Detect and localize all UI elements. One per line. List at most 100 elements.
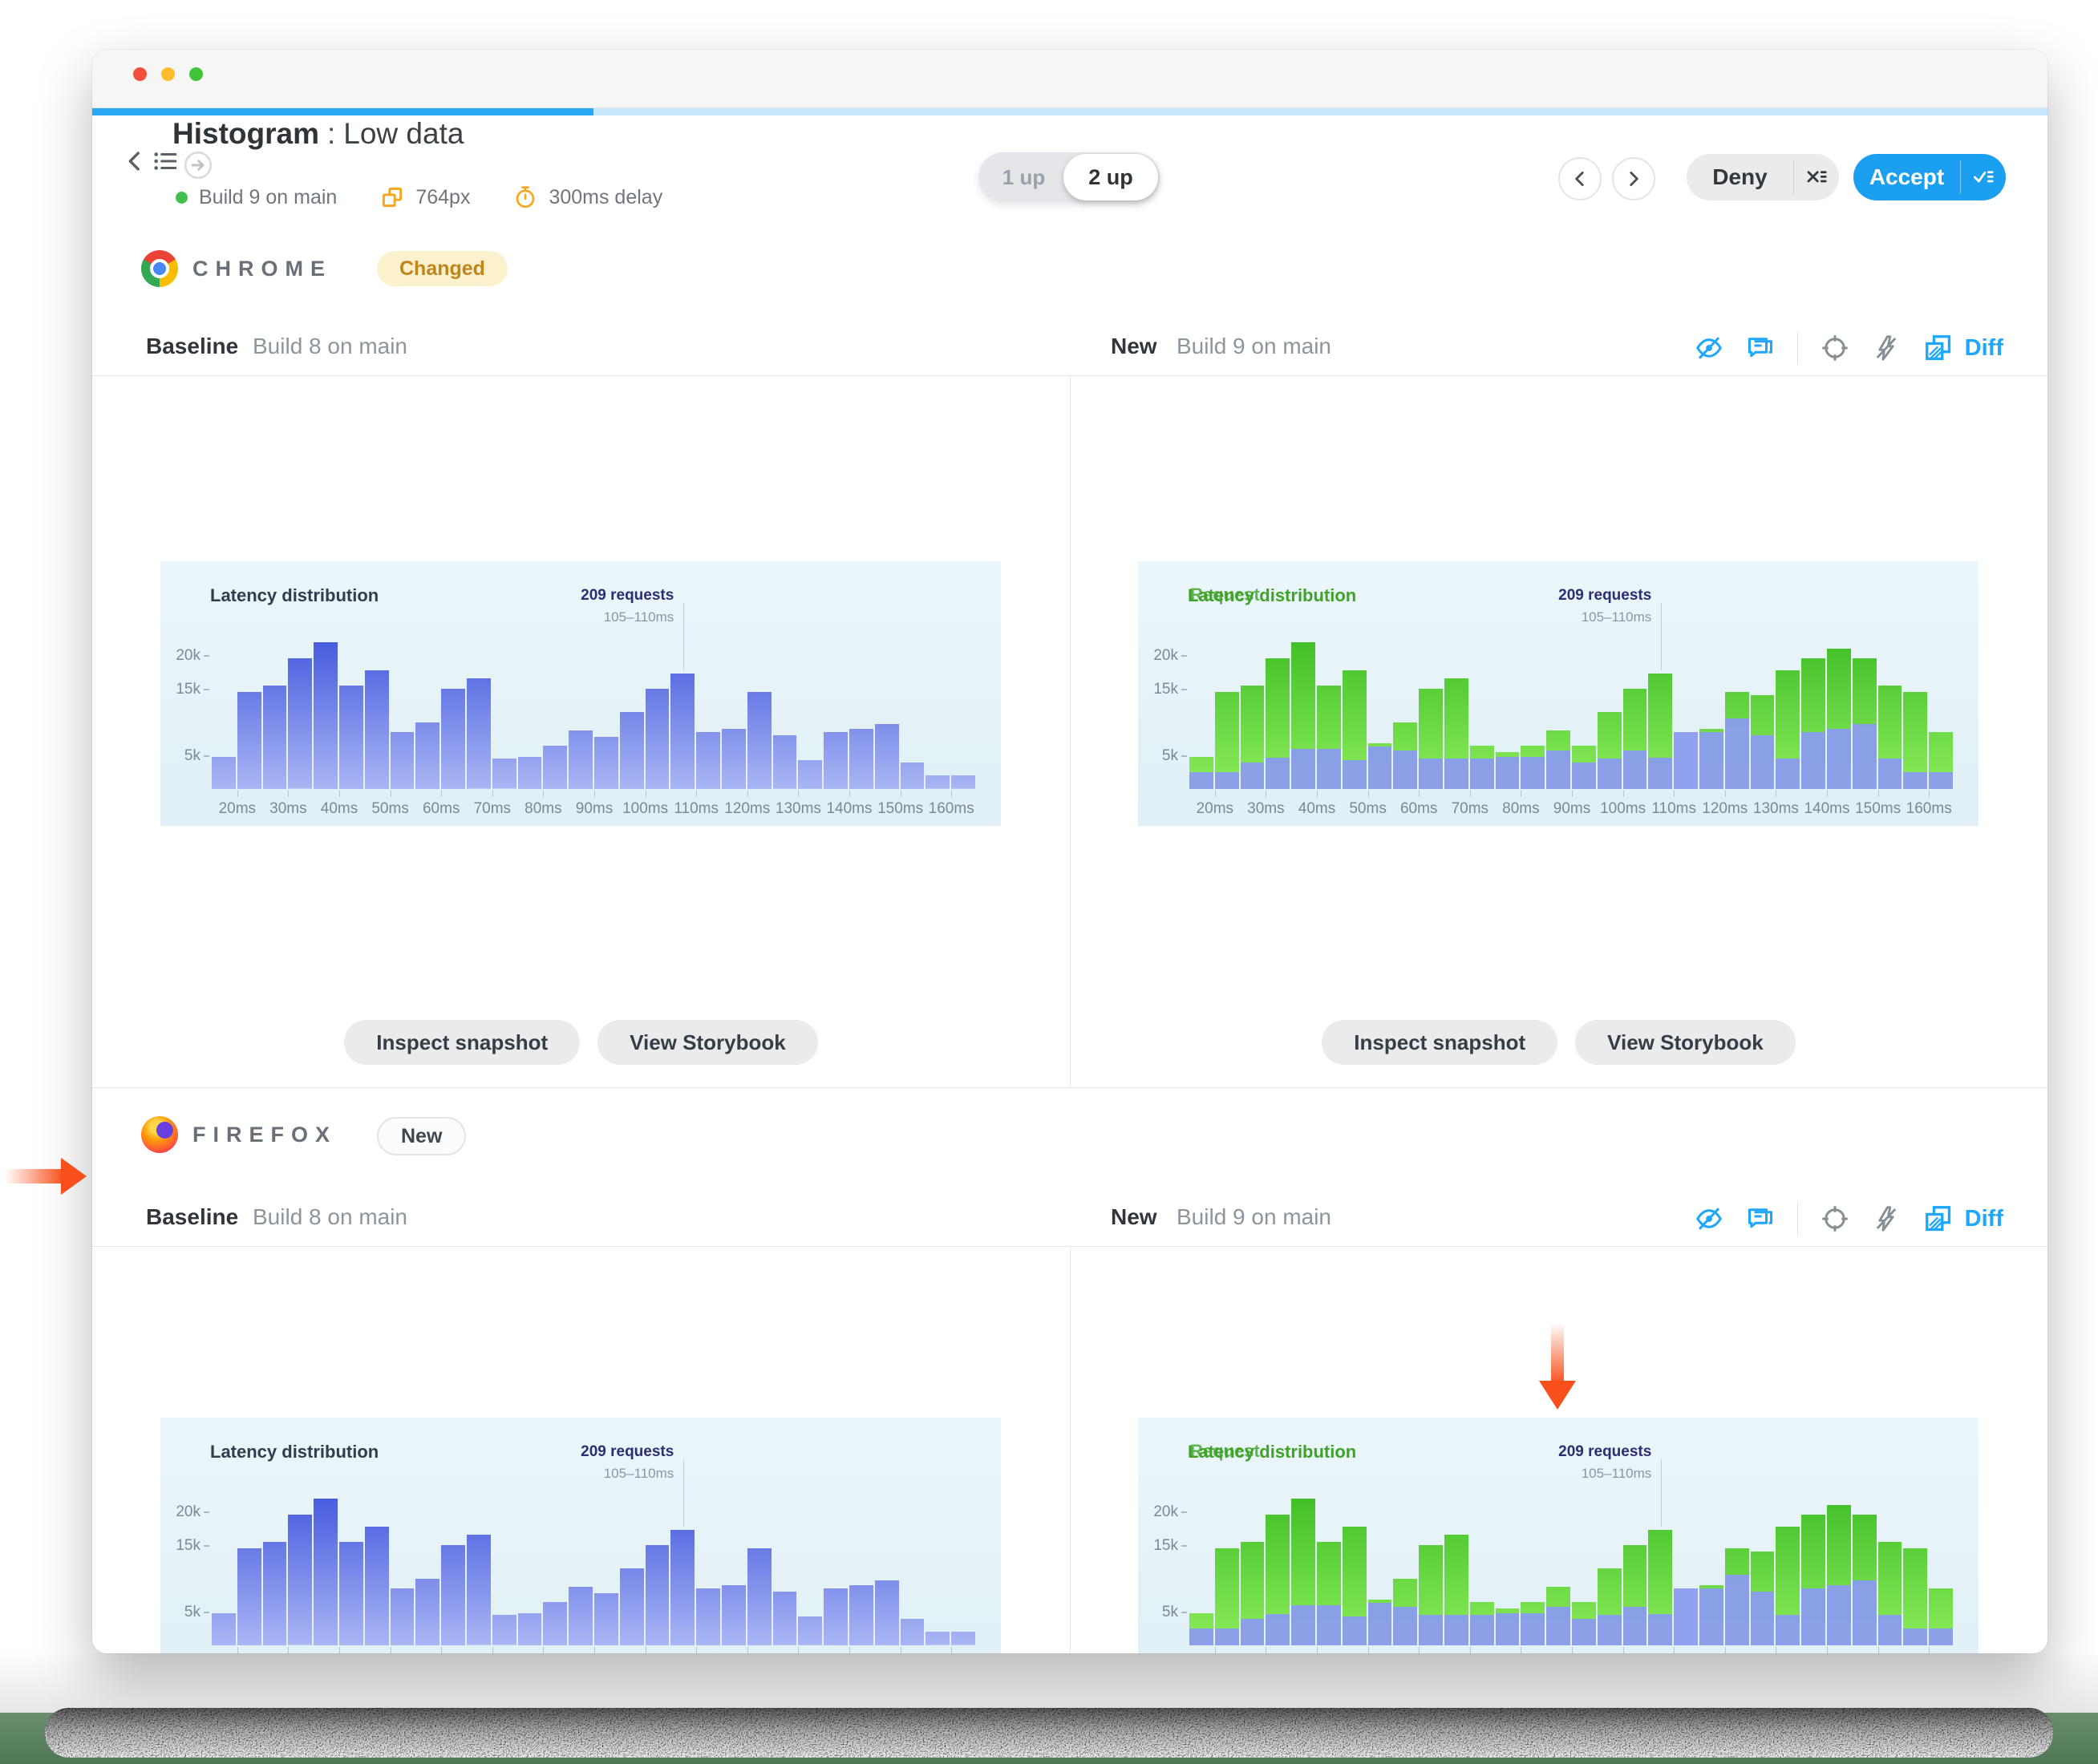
histogram-bar-overlay [1393, 1606, 1418, 1645]
deny-button[interactable]: Deny [1712, 164, 1768, 189]
diff-icon[interactable] [1923, 333, 1954, 363]
deny-menu-button[interactable] [1794, 165, 1839, 189]
histogram-bar [212, 756, 236, 789]
snapshot-tools-chrome: Diff [1695, 322, 2003, 374]
toggle-2up[interactable]: 2 up [1063, 154, 1158, 200]
histogram-bar [569, 730, 593, 789]
histogram-bar-overlay [1317, 748, 1341, 789]
histogram-bar-overlay [1291, 748, 1315, 789]
minimize-window-button[interactable] [161, 67, 175, 81]
back-icon[interactable] [121, 148, 148, 175]
story-name: Low data [343, 117, 464, 150]
histogram-bar [262, 685, 287, 789]
focus-icon[interactable] [1821, 1204, 1849, 1233]
next-change-button[interactable] [1612, 157, 1655, 200]
histogram-bar-overlay [1903, 1628, 1928, 1645]
x-axis-tick [1724, 791, 1726, 797]
diff-toggle[interactable]: Diff [1964, 1205, 2003, 1232]
histogram-bar-overlay [1572, 762, 1596, 789]
histogram-bar [951, 775, 975, 789]
x-axis-label: 70ms [1451, 800, 1489, 817]
focus-icon[interactable] [1821, 334, 1849, 362]
histogram-bar-overlay [1521, 756, 1545, 789]
new-build: Build 9 on main [1177, 1204, 1332, 1229]
y-axis-tick [204, 655, 209, 657]
accept-menu-button[interactable] [1961, 165, 2006, 189]
x-axis-tick [288, 791, 290, 797]
y-axis-label: 5k [1161, 747, 1178, 765]
histogram-bar [492, 1615, 516, 1645]
x-axis-tick [288, 1647, 290, 1653]
x-axis-tick [594, 791, 595, 797]
baseline-label: Baseline [146, 1204, 239, 1229]
browser-name-chrome: CHROME [192, 257, 332, 281]
histogram-bar [798, 1616, 823, 1645]
histogram-bar [824, 1588, 848, 1645]
histogram-bar [619, 712, 644, 789]
accept-button[interactable]: Accept [1869, 164, 1945, 189]
histogram-bar [212, 1612, 236, 1645]
hide-icon[interactable] [1695, 1204, 1723, 1233]
view-storybook-button[interactable]: View Storybook [597, 1020, 818, 1065]
no-flash-icon[interactable] [1872, 334, 1901, 362]
histogram-bar [517, 756, 542, 789]
histogram-bar-overlay [1852, 724, 1877, 789]
x-axis-tick [747, 791, 748, 797]
histogram-bar-overlay [1648, 757, 1673, 789]
histogram-bar [415, 722, 440, 789]
goto-story-icon[interactable] [184, 151, 213, 180]
x-axis-label: 100ms [622, 800, 669, 817]
no-flash-icon[interactable] [1872, 1204, 1901, 1233]
close-window-button[interactable] [133, 67, 147, 81]
zoom-window-button[interactable] [189, 67, 203, 81]
story-list-icon[interactable] [152, 148, 179, 175]
histogram-bar [670, 673, 695, 789]
inspect-snapshot-button[interactable]: Inspect snapshot [1322, 1020, 1558, 1065]
y-axis-label: 5k [184, 747, 200, 765]
histogram-bar-overlay [1801, 732, 1825, 789]
histogram-bar-overlay [1469, 759, 1494, 789]
x-axis-tick [1317, 791, 1318, 797]
hide-icon[interactable] [1695, 334, 1723, 362]
histogram-bar [288, 1515, 313, 1645]
annotation-label: 209 requests [581, 587, 674, 604]
histogram-bar-overlay [1419, 1615, 1443, 1645]
accept-menu-icon [1974, 171, 1994, 184]
histogram-bar [467, 1535, 491, 1645]
histogram-bar-overlay [1189, 772, 1213, 789]
histogram-bar-overlay [1674, 732, 1698, 789]
inspect-snapshot-button[interactable]: Inspect snapshot [344, 1020, 581, 1065]
histogram-bar-overlay [1546, 1606, 1570, 1645]
view-storybook-button[interactable]: View Storybook [1575, 1020, 1796, 1065]
deny-button-group: Deny [1687, 154, 1839, 200]
baseline-build: Build 8 on main [253, 1204, 408, 1229]
histogram-bar [314, 1498, 338, 1645]
histogram-bar [900, 1618, 925, 1645]
diff-icon[interactable] [1923, 1204, 1954, 1234]
comment-icon[interactable] [1746, 334, 1775, 362]
annotation-sublabel: 105–110ms [1581, 609, 1652, 625]
histogram-bar-overlay [1724, 718, 1749, 789]
chart-title-glitch: Latency Request [1188, 1441, 1260, 1463]
histogram-bar-overlay [1291, 1604, 1315, 1645]
x-axis-label: 60ms [422, 800, 460, 817]
x-axis-tick [849, 791, 850, 797]
histogram-bar-overlay [1801, 1588, 1825, 1645]
x-axis-tick [492, 1647, 493, 1653]
toggle-1up[interactable]: 1 up [1002, 164, 1046, 189]
x-axis-tick [594, 1647, 595, 1653]
histogram-bar-overlay [1622, 1606, 1647, 1645]
annotation-sublabel: 105–110ms [603, 609, 674, 625]
build-status-text: Build 9 on main [199, 185, 338, 208]
x-axis-tick [849, 1647, 850, 1653]
comment-icon[interactable] [1746, 1204, 1775, 1233]
histogram-bar [849, 1584, 873, 1645]
story-component: Histogram [172, 117, 319, 150]
histogram-bar [645, 688, 670, 789]
x-axis-label: 80ms [1502, 800, 1540, 817]
x-axis-label: 120ms [1702, 800, 1748, 817]
prev-change-button[interactable] [1558, 157, 1602, 200]
x-axis-label: 100ms [1600, 800, 1646, 817]
diff-toggle[interactable]: Diff [1964, 334, 2003, 361]
comparison-header-chrome: Baseline Build 8 on main New Build 9 on … [92, 322, 2047, 374]
